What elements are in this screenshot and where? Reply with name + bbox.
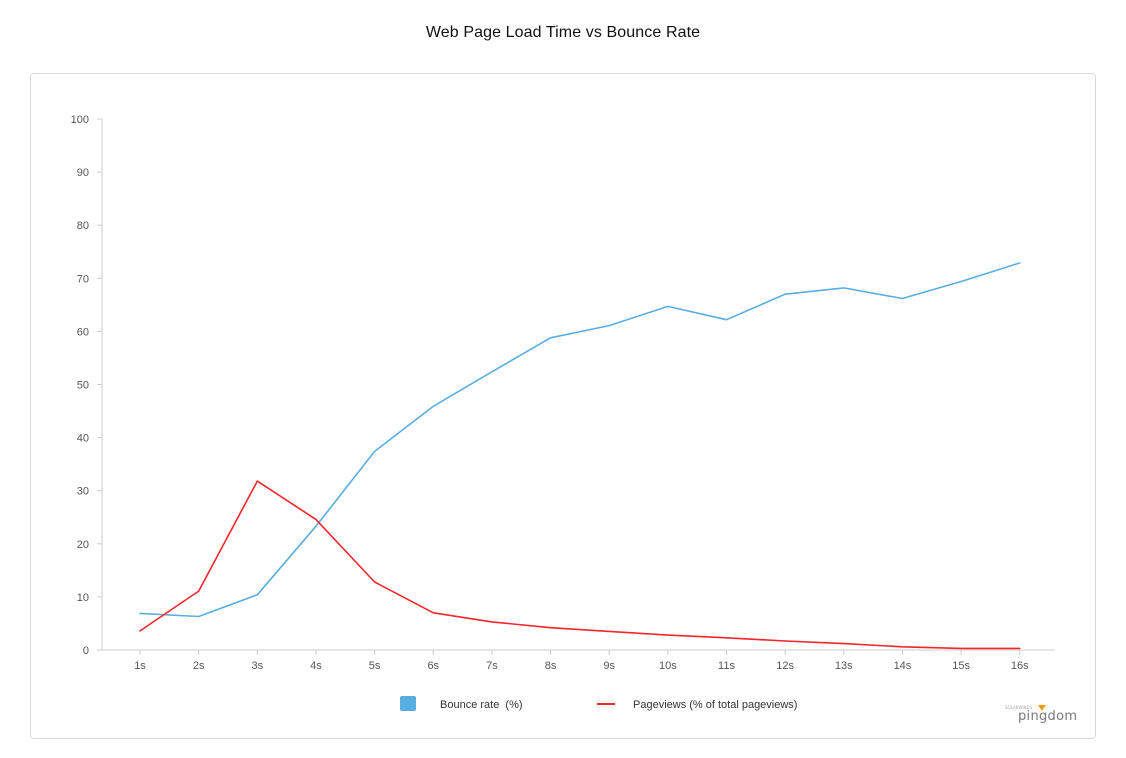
bounce-rate-data-point (665, 304, 670, 309)
page-title: Web Page Load Time vs Bounce Rate (425, 24, 701, 41)
x-tick-label: 10s (659, 660, 677, 672)
bounce-rate-series-line (139, 262, 1021, 618)
pageviews-data-point (313, 517, 318, 522)
x-tick-label: 8s (545, 660, 557, 672)
legend-swatch-bounce-rate (400, 696, 416, 711)
x-tick-label: 16s (1011, 660, 1029, 672)
pageviews-data-point (841, 641, 846, 646)
y-tick-label: 20 (77, 539, 89, 551)
pageviews-data-point (196, 589, 201, 594)
pageviews-data-point (489, 619, 494, 624)
pageviews-data-point (959, 646, 964, 651)
x-tick-label: 7s (486, 660, 498, 672)
y-tick-label: 0 (83, 645, 89, 657)
bounce-rate-data-point (431, 404, 436, 409)
x-tick-label: 11s (718, 660, 735, 672)
axes: 0 10 20 30 40 50 60 70 80 90 100 1s 2s 3s 4s 5s 6s 7s 8s 9s… (71, 114, 1055, 672)
x-tick-label: 12s (776, 660, 794, 672)
bounce-rate-data-point (372, 449, 377, 454)
y-tick-label: 40 (77, 433, 89, 445)
y-tick-label: 10 (77, 592, 89, 604)
bounce-rate-data-point (1017, 260, 1022, 265)
y-tick-label: 30 (77, 486, 89, 498)
y-tick-label: 90 (77, 167, 89, 179)
legend: Bounce rate (%) Pageviews (% of total pag… (400, 696, 797, 711)
brand-tagline: SOLARWINDS (1005, 705, 1033, 710)
x-tick-label: 13s (835, 660, 853, 672)
x-tick-label: 1s (134, 660, 146, 672)
x-tick-label: 3s (251, 660, 263, 672)
legend-label-pageviews: Pageviews (% of total pageviews) (633, 699, 797, 711)
pageviews-data-point (1017, 646, 1022, 651)
bounce-rate-data-point (489, 369, 494, 374)
y-tick-label: 50 (77, 380, 89, 392)
pageviews-data-point (724, 635, 729, 640)
pageviews-data-point (372, 580, 377, 585)
pageviews-data-point (783, 638, 788, 643)
pageviews-data-point (138, 628, 143, 633)
x-tick-label: 6s (427, 660, 439, 672)
bounce-rate-data-point (548, 335, 553, 340)
pageviews-data-point (255, 479, 260, 484)
pageviews-data-point (900, 644, 905, 649)
bounce-rate-data-point (724, 317, 729, 322)
x-tick-label: 15s (952, 660, 970, 672)
pageviews-data-point (665, 633, 670, 638)
pageviews-data-point (431, 610, 436, 615)
bounce-rate-data-point (841, 285, 846, 290)
bounce-rate-data-point (313, 524, 318, 529)
bounce-rate-data-point (900, 296, 905, 301)
bounce-rate-data-point (783, 292, 788, 297)
brand-name: pingdom (1018, 709, 1077, 724)
pingdom-logo-icon (1038, 705, 1046, 711)
chart-card: 0 10 20 30 40 50 60 70 80 90 100 1s 2s 3s 4s 5s 6s 7s 8s 9s… (30, 73, 1096, 739)
y-tick-label: 70 (77, 273, 89, 285)
y-tick-label: 100 (71, 114, 89, 126)
x-tick-label: 4s (310, 660, 322, 672)
pageviews-series-line (139, 480, 1021, 650)
pageviews-data-point (607, 629, 612, 634)
bounce-rate-data-point (607, 323, 612, 328)
bounce-rate-data-point (255, 592, 260, 597)
x-tick-label: 14s (894, 660, 912, 672)
line-chart: 0 10 20 30 40 50 60 70 80 90 100 1s 2s 3s 4s 5s 6s 7s 8s 9s… (71, 114, 1077, 724)
pageviews-data-point (548, 625, 553, 630)
y-tick-label: 80 (77, 220, 89, 232)
y-tick-label: 60 (77, 326, 89, 338)
legend-label-bounce-rate: Bounce rate (%) (440, 699, 523, 711)
bounce-rate-data-point (138, 611, 143, 616)
bounce-rate-data-point (959, 279, 964, 284)
bounce-rate-data-point (196, 614, 201, 619)
x-tick-label: 5s (369, 660, 381, 672)
series-layer (138, 260, 1022, 651)
x-tick-label: 9s (603, 660, 615, 672)
x-tick-label: 2s (193, 660, 205, 672)
